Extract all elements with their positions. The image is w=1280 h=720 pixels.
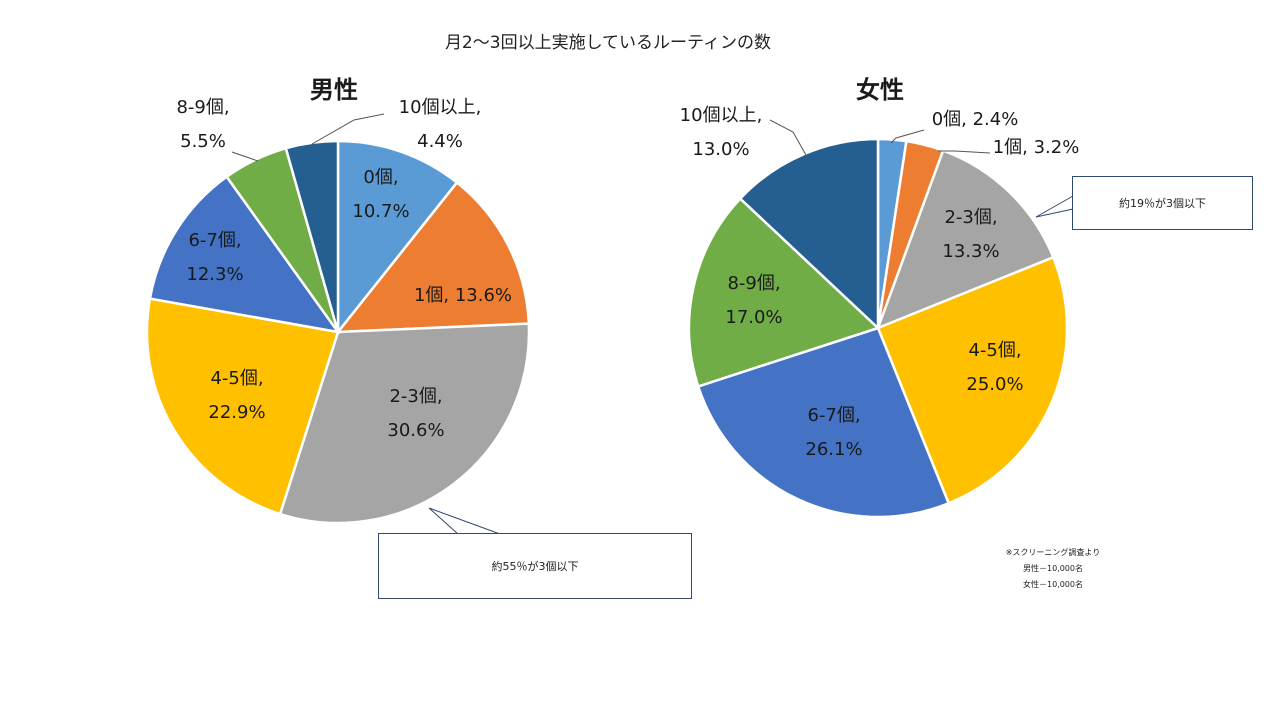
leader-line [890,129,925,144]
pie-slice [278,322,531,525]
data-label: 30.6% [387,420,444,441]
data-label: 6-7個, [807,405,860,426]
data-label: 8-9個, [727,273,780,294]
callout-pointers [428,195,1074,535]
data-label: 17.0% [725,307,782,328]
data-label: 1個, 13.6% [414,285,512,306]
data-label: 4-5個, [210,368,263,389]
page-title: 月2〜3回以上実施しているルーティンの数 [444,33,772,53]
data-label: 5.5% [180,131,226,152]
pie-slice [284,139,340,333]
chart-title: 男性 [310,76,358,104]
pie-slice [687,196,881,388]
data-label: 13.0% [692,139,749,160]
pie-slice [875,148,1055,331]
source-note-line: 女性－10,000名 [1023,580,1083,589]
data-label: 6-7個, [188,230,241,251]
pie-slice [696,326,951,519]
data-label: 10.7% [352,201,409,222]
callout-female-text: 約19％が3個以下 [1119,197,1206,210]
data-label: 13.3% [942,241,999,262]
data-label: 8-9個, [176,97,229,118]
pie-slice [145,297,340,516]
data-label: 2-3個, [389,386,442,407]
data-label: 0個, 2.4% [932,109,1019,130]
data-label: 22.9% [208,402,265,423]
pie-slice [738,137,880,331]
data-label: 26.1% [805,439,862,460]
data-label: 10個以上, [399,97,482,118]
leader-line [769,119,807,156]
data-label: 4.4% [417,131,463,152]
pie-slice [336,139,459,336]
data-label: 0個, [363,167,398,188]
source-note: ※スクリーニング調査より 男性－10,000名 女性－10,000名 [978,545,1128,593]
data-label: 2-3個, [944,207,997,228]
chart-title: 女性 [856,76,904,104]
data-label: 10個以上, [680,105,763,126]
leader-line [311,113,385,145]
pie-slice [876,255,1069,505]
callout-pointer [1035,195,1074,218]
callout-female: 約19％が3個以下 [1072,176,1253,230]
leader-line [231,151,259,162]
pie-male: 男性 0個, 10.7% 1個, 13.6% 2-3個, 30.6% 4-5個, 22.9% 6… [145,76,531,525]
source-note-line: 男性－10,000名 [1023,564,1083,573]
data-label: 1個, 3.2% [993,137,1080,158]
callout-male-text: 約55％が3個以下 [491,560,579,573]
leader-line [938,150,991,154]
callout-pointer [428,507,501,535]
data-label: 4-5個, [968,340,1021,361]
source-note-line: ※スクリーニング調査より [1005,548,1101,557]
pie-slice [335,180,531,334]
callout-male: 約55％が3個以下 [378,533,692,599]
pie-slice [148,175,341,334]
pie-female: 女性 0個, 2.4% 1個, 3.2% 2-3個, 13.3% 4-5個, 25.0% 6-… [680,76,1080,519]
data-label: 25.0% [966,374,1023,395]
data-label: 12.3% [186,264,243,285]
